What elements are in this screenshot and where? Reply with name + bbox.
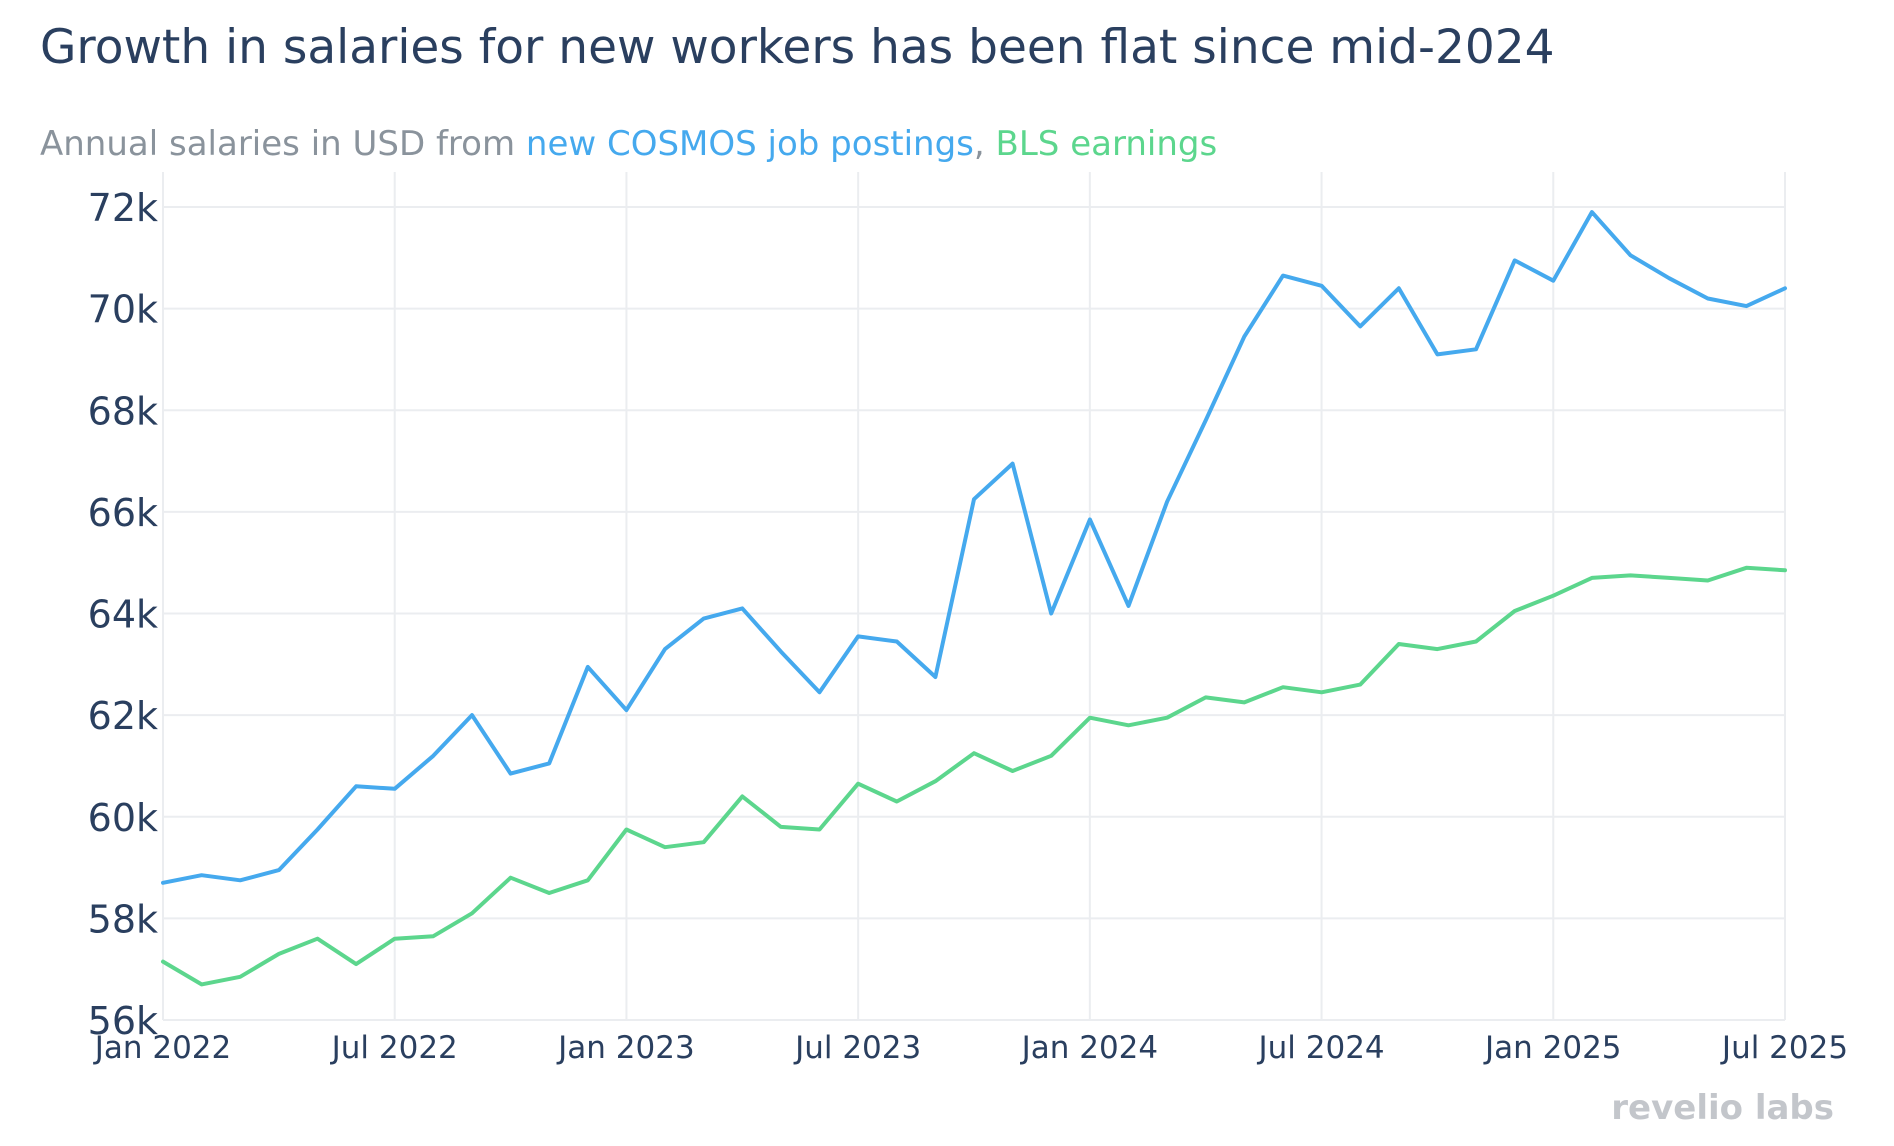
- cosmos-series-line: [161, 210, 1787, 885]
- y-tick-label: 66k: [88, 491, 158, 535]
- subtitle-bls-label: BLS earnings: [995, 124, 1218, 164]
- x-axis-tick-labels: Jan 2022 Jul 2022 Jan 2023 Jul 2023 Jan 2024…: [93, 1030, 1848, 1066]
- y-tick-label: 62k: [88, 694, 158, 738]
- x-tick-label: Jul 2023: [793, 1030, 921, 1066]
- chart-title: Growth in salaries for new workers has b…: [40, 20, 1555, 75]
- subtitle-cosmos-label: new COSMOS job postings: [525, 124, 974, 164]
- bls-series-line: [161, 565, 1787, 987]
- x-tick-label: Jul 2024: [1256, 1030, 1384, 1066]
- y-tick-label: 56k: [88, 999, 158, 1043]
- x-tick-label: Jul 2022: [330, 1030, 458, 1066]
- series-lines: [161, 210, 1787, 987]
- y-tick-label: 60k: [88, 796, 158, 840]
- subtitle-separator: ,: [973, 124, 996, 164]
- y-axis-tick-labels: 56k 58k 60k 62k 64k 66k 68k 70k 72k: [88, 186, 158, 1043]
- x-tick-label: Jan 2023: [556, 1030, 695, 1066]
- y-tick-label: 68k: [88, 389, 158, 433]
- x-tick-label: Jan 2024: [1020, 1030, 1159, 1066]
- y-tick-label: 70k: [88, 288, 158, 332]
- chart-subtitle: Annual salaries in USD from new COSMOS j…: [40, 124, 1217, 164]
- x-tick-label: Jul 2025: [1720, 1030, 1848, 1066]
- x-tick-label: Jan 2025: [1483, 1030, 1622, 1066]
- y-tick-label: 72k: [88, 186, 158, 230]
- y-gridlines: [163, 206, 1785, 1021]
- subtitle-prefix: Annual salaries in USD from: [40, 124, 526, 164]
- x-gridlines: [162, 172, 1786, 1020]
- y-tick-label: 58k: [88, 897, 158, 941]
- x-tick-label: Jan 2022: [93, 1030, 232, 1066]
- y-tick-label: 64k: [88, 593, 158, 637]
- revelio-labs-logo: revelio labs: [1611, 1088, 1834, 1128]
